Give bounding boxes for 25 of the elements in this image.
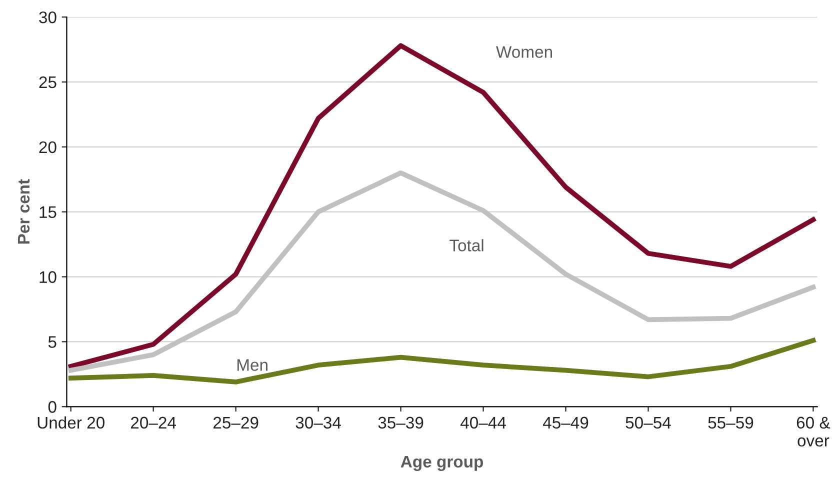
x-tick-label: 40–44 (460, 416, 506, 429)
y-axis-title: Per cent (18, 179, 30, 244)
x-axis-title: Age group (400, 456, 483, 471)
x-tick-label: 45–49 (542, 416, 588, 429)
line-series (68, 170, 816, 373)
y-tick-label: 15 (40, 206, 56, 218)
x-tick-label: 60 & over (796, 416, 830, 447)
x-tick-label: Under 20 (38, 416, 104, 429)
y-tick-label: 0 (48, 401, 56, 413)
y-tick-label: 5 (48, 336, 56, 348)
y-tick-label: 10 (40, 271, 56, 283)
x-tick-label: 25–29 (213, 416, 258, 429)
x-tick-label: 20–24 (130, 416, 176, 429)
series-label: Men (237, 359, 268, 371)
x-tick-label: 55–59 (708, 416, 754, 429)
y-tick-label: 20 (39, 141, 56, 154)
x-tick-label: 50–54 (626, 416, 671, 429)
line-series (68, 338, 816, 384)
series-label: Total (450, 239, 484, 252)
y-tick-label: 30 (39, 11, 56, 24)
x-tick-label: 35–39 (378, 416, 424, 429)
x-tick-label: 30–34 (296, 416, 341, 429)
text: Women (496, 46, 552, 58)
line-series (68, 43, 816, 369)
y-tick-label: 25 (39, 76, 56, 88)
